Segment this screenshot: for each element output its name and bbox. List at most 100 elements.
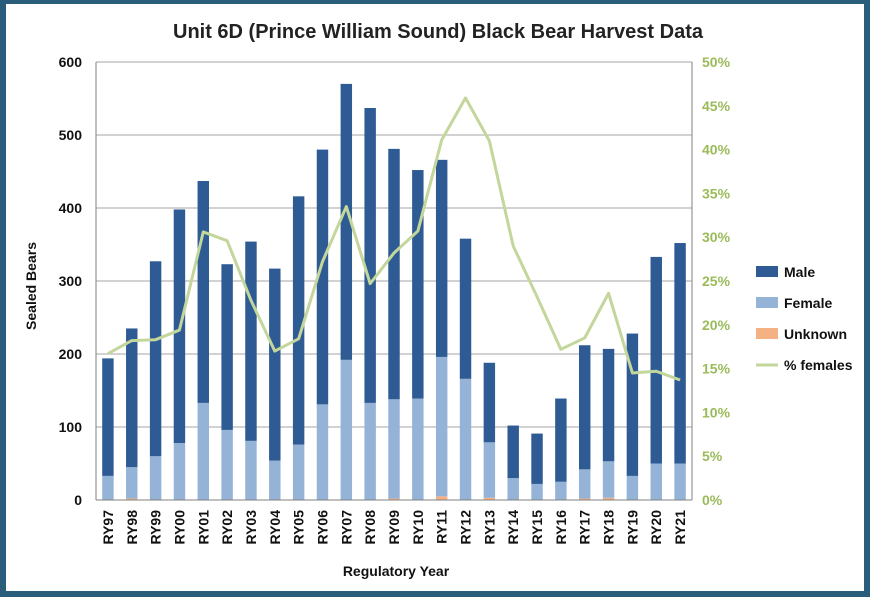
bar-female-ry15: [531, 483, 543, 500]
x-tick-label: RY12: [458, 510, 474, 545]
bar-female-ry09: [388, 399, 400, 499]
bar-female-ry04: [269, 460, 281, 500]
harvest-chart: Unit 6D (Prince William Sound) Black Bea…: [23, 21, 853, 579]
bar-female-ry14: [507, 478, 519, 500]
x-tick-label: RY15: [529, 510, 545, 545]
x-tick-label: RY16: [553, 510, 569, 545]
x-tick-label: RY07: [338, 510, 354, 545]
y2-tick-label: 10%: [702, 404, 731, 420]
legend-item: Unknown: [756, 326, 847, 342]
y2-tick-label: 0%: [702, 492, 723, 508]
bar-male-ry07: [340, 83, 353, 360]
bar-male-ry01: [197, 180, 210, 403]
bar-female-ry10: [412, 398, 424, 500]
bar-unknown-ry11: [435, 496, 448, 500]
bar-female-ry11: [435, 356, 448, 497]
female-percent-line: [107, 96, 681, 382]
bar-male-ry02: [221, 264, 233, 430]
bar-male-ry05: [292, 196, 305, 445]
bar-female-ry08: [364, 402, 376, 500]
x-tick-label: RY99: [148, 510, 164, 545]
bar-male-ry21: [674, 243, 686, 464]
bar-male-ry03: [245, 241, 257, 441]
legend-label: Unknown: [784, 326, 847, 342]
x-tick-label: RY18: [601, 510, 617, 545]
bar-male-ry11: [435, 159, 448, 357]
chart-title: Unit 6D (Prince William Sound) Black Bea…: [173, 21, 704, 43]
y2-tick-label: 30%: [702, 229, 731, 245]
bar-female-ry18: [602, 461, 615, 498]
y-tick-label: 600: [59, 54, 83, 70]
y-axis-title: Sealed Bears: [23, 242, 39, 330]
bar-unknown-ry13: [483, 497, 496, 500]
x-tick-label: RY11: [434, 510, 450, 544]
x-tick-label: RY04: [267, 510, 283, 545]
y2-tick-label: 35%: [702, 185, 731, 201]
y-tick-label: 200: [59, 346, 83, 362]
bar-female-ry97: [102, 475, 114, 500]
x-tick-label: RY03: [243, 510, 259, 545]
x-tick-label: RY21: [672, 510, 688, 545]
bar-unknown-ry18: [602, 497, 615, 500]
legend-item: % females: [756, 357, 853, 373]
y2-tick-label: 25%: [702, 273, 731, 289]
bar-male-ry97: [102, 358, 114, 476]
y-tick-label: 400: [59, 200, 83, 216]
y2-tick-label: 15%: [702, 361, 731, 377]
bar-female-ry07: [340, 359, 353, 500]
axes: [95, 62, 693, 501]
x-tick-label: RY00: [171, 510, 187, 545]
x-tick-label: RY09: [386, 510, 402, 545]
bar-female-ry02: [221, 429, 233, 500]
legend-label: % females: [784, 357, 853, 373]
bar-male-ry99: [149, 261, 162, 457]
bar-male-ry13: [483, 362, 496, 443]
bar-male-ry19: [626, 333, 639, 476]
x-axis-title: Regulatory Year: [343, 563, 450, 579]
y-tick-label: 100: [59, 419, 83, 435]
bar-male-ry04: [269, 268, 281, 461]
bar-male-ry18: [602, 348, 615, 462]
bar-female-ry99: [149, 456, 162, 500]
y2-axis-ticks: 0% 5% 10% 15% 20% 25% 30% 35% 40% 45% 50%: [702, 54, 731, 508]
legend-label: Male: [784, 264, 815, 280]
y2-tick-label: 50%: [702, 54, 731, 70]
y2-tick-label: 20%: [702, 317, 731, 333]
y2-tick-label: 40%: [702, 142, 731, 158]
bar-female-ry01: [197, 402, 210, 500]
bar-unknown-ry98: [126, 498, 138, 500]
bar-female-ry19: [626, 475, 639, 500]
bar-female-ry06: [316, 404, 329, 500]
bar-male-ry16: [555, 398, 567, 482]
line-female-percent: [107, 96, 681, 382]
y2-tick-label: 5%: [702, 448, 723, 464]
x-tick-label: RY10: [410, 510, 426, 545]
bar-female-ry12: [459, 378, 472, 500]
bar-male-ry12: [459, 238, 472, 379]
bar-female-ry17: [578, 469, 591, 499]
x-tick-label: RY02: [219, 510, 235, 545]
bar-female-ry16: [555, 481, 567, 500]
x-tick-label: RY13: [481, 510, 497, 545]
bar-male-ry09: [388, 148, 400, 400]
bar-unknown-ry09: [388, 498, 400, 500]
x-axis-ticks: RY97 RY98 RY99 RY00 RY01 RY02 RY03 RY04 RY05 RY06…: [100, 510, 688, 545]
bar-male-ry98: [126, 328, 138, 468]
bar-female-ry13: [483, 442, 496, 498]
x-tick-label: RY08: [362, 510, 378, 545]
legend-swatch: [756, 297, 778, 308]
y-tick-label: 500: [59, 127, 83, 143]
legend-swatch: [756, 266, 778, 277]
bar-female-ry00: [173, 443, 186, 500]
bar-male-ry15: [531, 433, 543, 484]
bar-male-ry08: [364, 107, 376, 403]
y-tick-label: 0: [74, 492, 82, 508]
bar-male-ry10: [412, 170, 424, 399]
legend-item: Female: [756, 295, 832, 311]
legend: Male Female Unknown % females: [756, 264, 853, 373]
x-tick-label: RY19: [624, 510, 640, 545]
legend-swatch: [756, 328, 778, 339]
chart-panel: Unit 6D (Prince William Sound) Black Bea…: [6, 4, 864, 591]
bar-female-ry03: [245, 440, 257, 500]
x-tick-label: RY97: [100, 510, 116, 545]
